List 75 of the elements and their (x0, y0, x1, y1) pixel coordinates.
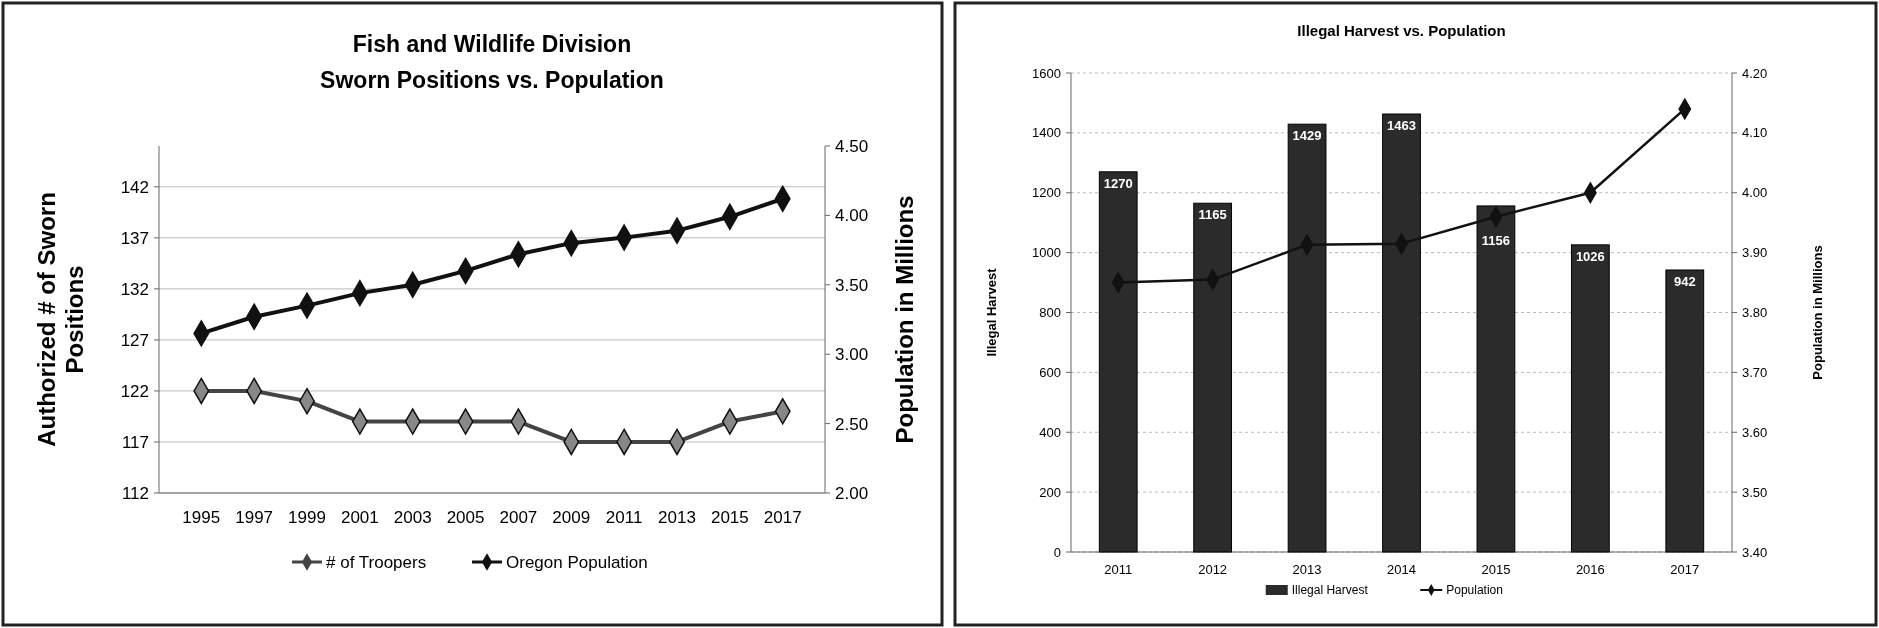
chart-subtitle: Sworn Positions vs. Population (320, 67, 664, 93)
x-tick-label: 1995 (182, 508, 221, 527)
bar (1476, 205, 1516, 553)
legend-label: Oregon Population (506, 552, 648, 572)
y-tick-label: 1600 (1032, 65, 1061, 81)
bar (1570, 244, 1610, 553)
x-tick-label: 2015 (1481, 562, 1511, 577)
y2-axis-title: Population in Millions (891, 195, 918, 444)
x-tick-label: 2009 (552, 508, 591, 527)
x-tick-label: 2017 (763, 508, 802, 527)
bar (1193, 202, 1233, 553)
y2-tick-label: 3.40 (1742, 544, 1768, 560)
x-tick-label: 2007 (499, 508, 538, 527)
x-tick-label: 2013 (1292, 562, 1322, 577)
y-tick-label: 800 (1039, 305, 1061, 321)
y-tick-label: 117 (121, 432, 149, 452)
y-tick-label: 112 (121, 483, 149, 503)
y2-tick-label: 3.80 (1742, 305, 1768, 321)
x-tick-label: 2017 (1670, 562, 1700, 577)
y2-tick-label: 3.60 (1742, 424, 1768, 440)
x-tick-label: 2016 (1575, 562, 1605, 577)
x-tick-label: 2013 (658, 508, 696, 527)
bar (1287, 123, 1327, 553)
y2-tick-label: 3.00 (835, 345, 869, 365)
y2-tick-label: 3.70 (1742, 364, 1768, 380)
y-tick-label: 127 (120, 330, 149, 350)
data-label: 942 (1673, 273, 1696, 289)
y2-tick-label: 4.00 (835, 206, 869, 226)
data-label: 1026 (1575, 248, 1605, 264)
data-label: 1429 (1292, 128, 1322, 144)
y-tick-label: 400 (1039, 424, 1061, 440)
y2-tick-label: 4.00 (1742, 185, 1768, 201)
bar (1098, 171, 1138, 553)
y2-tick-label: 2.00 (835, 483, 869, 503)
x-tick-label: 2001 (340, 508, 379, 527)
bar (1665, 269, 1705, 553)
data-label: 1270 (1103, 175, 1133, 191)
y-axis-title: Authorized # of Sworn Positions (33, 192, 88, 447)
y-tick-label: 142 (120, 177, 149, 197)
x-tick-label: 2012 (1198, 562, 1228, 577)
y2-tick-label: 4.10 (1742, 125, 1768, 141)
x-tick-label: 2014 (1387, 562, 1416, 577)
y-tick-label: 132 (120, 279, 149, 299)
x-tick-label: 1997 (235, 508, 274, 527)
y2-tick-label: 3.50 (1742, 484, 1768, 500)
x-tick-label: 1999 (288, 508, 326, 527)
y-tick-label: 1000 (1032, 245, 1061, 261)
x-tick-label: 2005 (446, 508, 485, 527)
y2-tick-label: 4.50 (835, 136, 869, 156)
x-tick-label: 2011 (605, 508, 643, 527)
x-tick-label: 2015 (710, 508, 749, 527)
y-axis-title: Illegal Harvest (984, 267, 999, 357)
y-tick-label: 600 (1039, 364, 1061, 380)
y2-tick-label: 3.50 (835, 275, 869, 295)
data-label: 1156 (1481, 232, 1511, 248)
chart-title: Illegal Harvest vs. Population (1297, 22, 1506, 39)
y-tick-label: 200 (1039, 484, 1061, 500)
x-tick-label: 2011 (1104, 562, 1133, 577)
legend-label: # of Troopers (326, 552, 427, 572)
y2-tick-label: 2.50 (835, 414, 869, 434)
data-label: 1165 (1198, 207, 1227, 223)
chart-title: Fish and Wildlife Division (352, 31, 632, 57)
data-label: 1463 (1387, 118, 1416, 134)
x-tick-label: 2003 (393, 508, 432, 527)
legend-label: Population (1446, 583, 1503, 598)
y-tick-label: 137 (120, 228, 149, 248)
y2-axis-title: Population in Millions (1810, 245, 1825, 380)
y2-tick-label: 4.20 (1742, 65, 1768, 81)
y-tick-label: 1400 (1032, 125, 1061, 141)
bar (1382, 113, 1421, 553)
y-tick-label: 0 (1053, 544, 1061, 560)
y2-tick-label: 3.90 (1742, 245, 1768, 261)
y-tick-label: 1200 (1032, 185, 1061, 201)
legend-label: Illegal Harvest (1291, 583, 1369, 598)
y-tick-label: 122 (120, 381, 149, 401)
